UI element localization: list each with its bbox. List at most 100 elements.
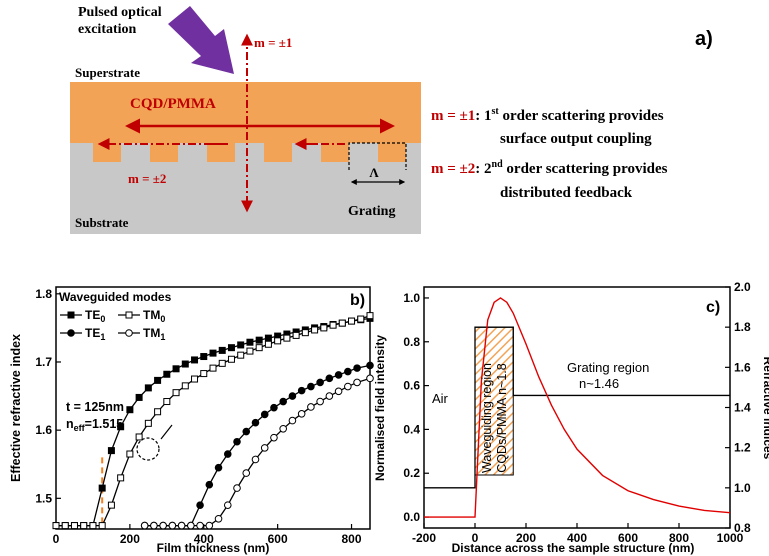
- data-point: [196, 521, 204, 530]
- legend-label: TE1: [85, 326, 105, 342]
- panel-b-frame: [55, 286, 371, 530]
- x-tick-label: 800: [342, 532, 362, 546]
- data-point: [107, 447, 115, 455]
- data-point: [191, 375, 199, 383]
- legend-label: TM1: [143, 326, 165, 342]
- data-point: [297, 386, 306, 395]
- superstrate-label: Superstrate: [75, 65, 140, 80]
- data-point: [205, 521, 214, 530]
- data-point: [168, 521, 177, 530]
- data-point: [353, 364, 361, 372]
- y2-tick-label: 1.6: [734, 360, 751, 374]
- data-point: [125, 311, 133, 319]
- substrate-label: Substrate: [75, 215, 129, 230]
- data-point: [288, 392, 297, 400]
- data-point: [338, 319, 346, 327]
- excitation-arrow: [168, 6, 234, 74]
- series-TM1: [140, 374, 374, 530]
- data-point: [181, 382, 189, 390]
- data-point: [283, 334, 291, 342]
- data-point: [163, 370, 171, 378]
- data-point: [242, 469, 251, 477]
- data-point: [334, 387, 343, 396]
- panel-c-chart: -200 0 200 400 600 800 1000 0.0 0.2 0.4 0.6 0.8 1.0 0…: [373, 280, 769, 555]
- m2-label: m = ±2: [128, 171, 166, 186]
- y-tick-label: 1.5: [35, 491, 52, 505]
- series-line: [144, 377, 371, 527]
- highlight-pointer: [160, 424, 173, 440]
- data-point: [200, 353, 208, 361]
- data-point: [307, 382, 315, 391]
- data-point: [107, 501, 115, 509]
- data-point: [348, 317, 356, 325]
- data-point: [227, 355, 235, 363]
- data-point: [200, 370, 208, 378]
- y-tick-label: 0.0: [403, 510, 420, 524]
- data-point: [67, 329, 75, 337]
- y2-tick-label: 1.0: [734, 481, 751, 495]
- data-point: [135, 433, 143, 441]
- y2-tick-label: 0.8: [734, 521, 751, 535]
- data-point: [264, 334, 272, 342]
- data-point: [357, 315, 365, 323]
- panel-b-ticks: 0 200 400 600 800 1.5 1.6 1.7 1.8: [35, 287, 362, 546]
- data-point: [196, 501, 204, 509]
- x-tick-label: -200: [412, 531, 436, 545]
- data-point: [227, 344, 235, 352]
- x-tick-label: 1000: [717, 531, 744, 545]
- x-tick-label: 800: [669, 531, 689, 545]
- data-point: [172, 365, 180, 373]
- field-intensity-curve: [424, 297, 731, 518]
- data-point: [144, 384, 152, 392]
- waveguiding-label-1: Waveguiding region: [480, 363, 494, 473]
- data-point: [172, 389, 180, 397]
- data-point: [98, 522, 106, 530]
- y-tick-label: 1.8: [35, 287, 52, 301]
- grating-index-label: n~1.46: [579, 376, 619, 391]
- data-point: [223, 450, 232, 458]
- data-point: [214, 514, 223, 523]
- desc-m1-line2: surface output coupling: [500, 131, 652, 147]
- data-point: [144, 419, 152, 427]
- data-point: [307, 403, 315, 411]
- data-point: [191, 356, 199, 364]
- panel-c-ticks: -200 0 200 400 600 800 1000 0.0 0.2 0.4 0.6 0.8 1.0 0…: [403, 280, 751, 545]
- data-point: [237, 341, 245, 349]
- panel-b-ylabel: Effective refractive index: [9, 334, 23, 482]
- data-point: [292, 331, 300, 339]
- data-point: [251, 455, 260, 464]
- data-point: [255, 336, 263, 344]
- data-point: [270, 403, 278, 412]
- panel-b-legend: TE0 TM0 TE1 TM1: [60, 308, 165, 342]
- data-point: [214, 463, 223, 472]
- panel-a: Pulsed optical excitation m = ±1 Superst…: [70, 5, 713, 234]
- y-tick-label: 0.4: [403, 422, 420, 436]
- data-point: [233, 437, 241, 446]
- data-point: [260, 444, 269, 452]
- desc-m1: m = ±1: 1st order scattering provides: [431, 106, 664, 124]
- y-tick-label: 1.0: [403, 291, 420, 305]
- y-tick-label: 0.8: [403, 335, 420, 349]
- air-label: Air: [432, 391, 449, 406]
- data-point: [52, 522, 60, 530]
- data-point: [154, 408, 162, 416]
- data-point: [246, 338, 254, 346]
- data-point: [274, 337, 282, 345]
- data-point: [117, 423, 125, 431]
- data-point: [218, 346, 226, 354]
- x-tick-label: 0: [472, 531, 479, 545]
- m1-label: m = ±1: [254, 35, 292, 50]
- data-point: [344, 382, 352, 391]
- y-tick-label: 0.2: [403, 466, 420, 480]
- data-point: [89, 522, 97, 530]
- data-point: [325, 392, 334, 400]
- data-point: [242, 427, 251, 436]
- panel-b-chart: 0 200 400 600 800 1.5 1.6 1.7 1.8 Waveguided mod…: [9, 286, 374, 555]
- data-point: [325, 374, 334, 383]
- data-point: [223, 501, 232, 509]
- data-point: [209, 364, 217, 372]
- x-tick-label: 0: [53, 532, 60, 546]
- series-TM0: [52, 312, 374, 530]
- data-point: [159, 521, 167, 530]
